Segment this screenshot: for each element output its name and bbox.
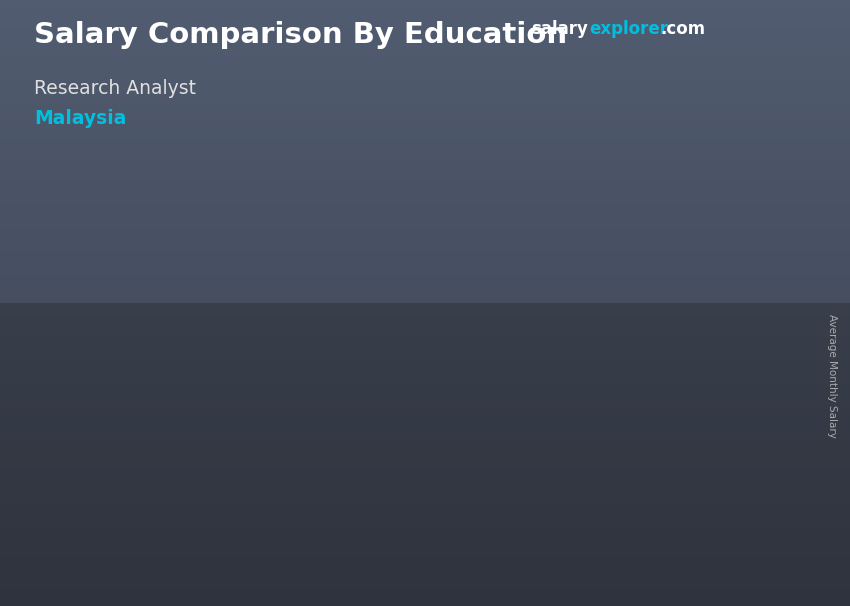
Bar (346, 345, 354, 509)
Polygon shape (654, 237, 739, 264)
Polygon shape (469, 290, 554, 311)
Bar (625, 78, 740, 84)
Bar (100, 364, 107, 509)
Polygon shape (653, 71, 666, 85)
Bar (625, 130, 740, 136)
Bar (625, 90, 740, 95)
Polygon shape (285, 342, 370, 359)
Text: Research Analyst: Research Analyst (34, 79, 196, 98)
Bar (654, 242, 723, 509)
Bar (625, 119, 740, 125)
Text: +24%: +24% (576, 171, 653, 195)
Bar (625, 95, 740, 101)
Bar (654, 242, 660, 509)
Bar (530, 294, 539, 509)
Polygon shape (539, 294, 554, 509)
Bar (625, 125, 740, 130)
Polygon shape (354, 345, 370, 509)
Text: explorer: explorer (589, 20, 668, 38)
Text: Salary Comparison By Education: Salary Comparison By Education (34, 21, 567, 49)
Text: Average Monthly Salary: Average Monthly Salary (827, 314, 837, 438)
Bar (285, 345, 354, 509)
Bar (625, 55, 740, 61)
Text: 7,590 MYR: 7,590 MYR (649, 218, 736, 233)
Bar (625, 107, 740, 113)
Bar (625, 61, 740, 66)
Bar (625, 101, 740, 107)
Polygon shape (632, 67, 655, 89)
Bar (625, 66, 740, 72)
Text: .com: .com (660, 20, 706, 38)
Polygon shape (100, 361, 186, 376)
Bar (469, 294, 539, 509)
Polygon shape (723, 242, 739, 509)
Text: 6,120 MYR: 6,120 MYR (464, 269, 552, 284)
Bar (625, 84, 740, 90)
Bar (162, 364, 170, 509)
Text: 4,130 MYR: 4,130 MYR (95, 339, 183, 354)
Bar (715, 242, 723, 509)
Text: 4,650 MYR: 4,650 MYR (280, 321, 367, 336)
Bar (469, 294, 476, 509)
Text: +13%: +13% (203, 286, 271, 306)
Bar (100, 364, 170, 509)
Text: Malaysia: Malaysia (34, 109, 127, 128)
Bar (625, 72, 740, 78)
Text: salary: salary (531, 20, 588, 38)
Bar (625, 55, 674, 101)
Polygon shape (170, 364, 186, 509)
Text: +32%: +32% (398, 230, 465, 250)
Bar (285, 345, 292, 509)
Bar (625, 113, 740, 119)
